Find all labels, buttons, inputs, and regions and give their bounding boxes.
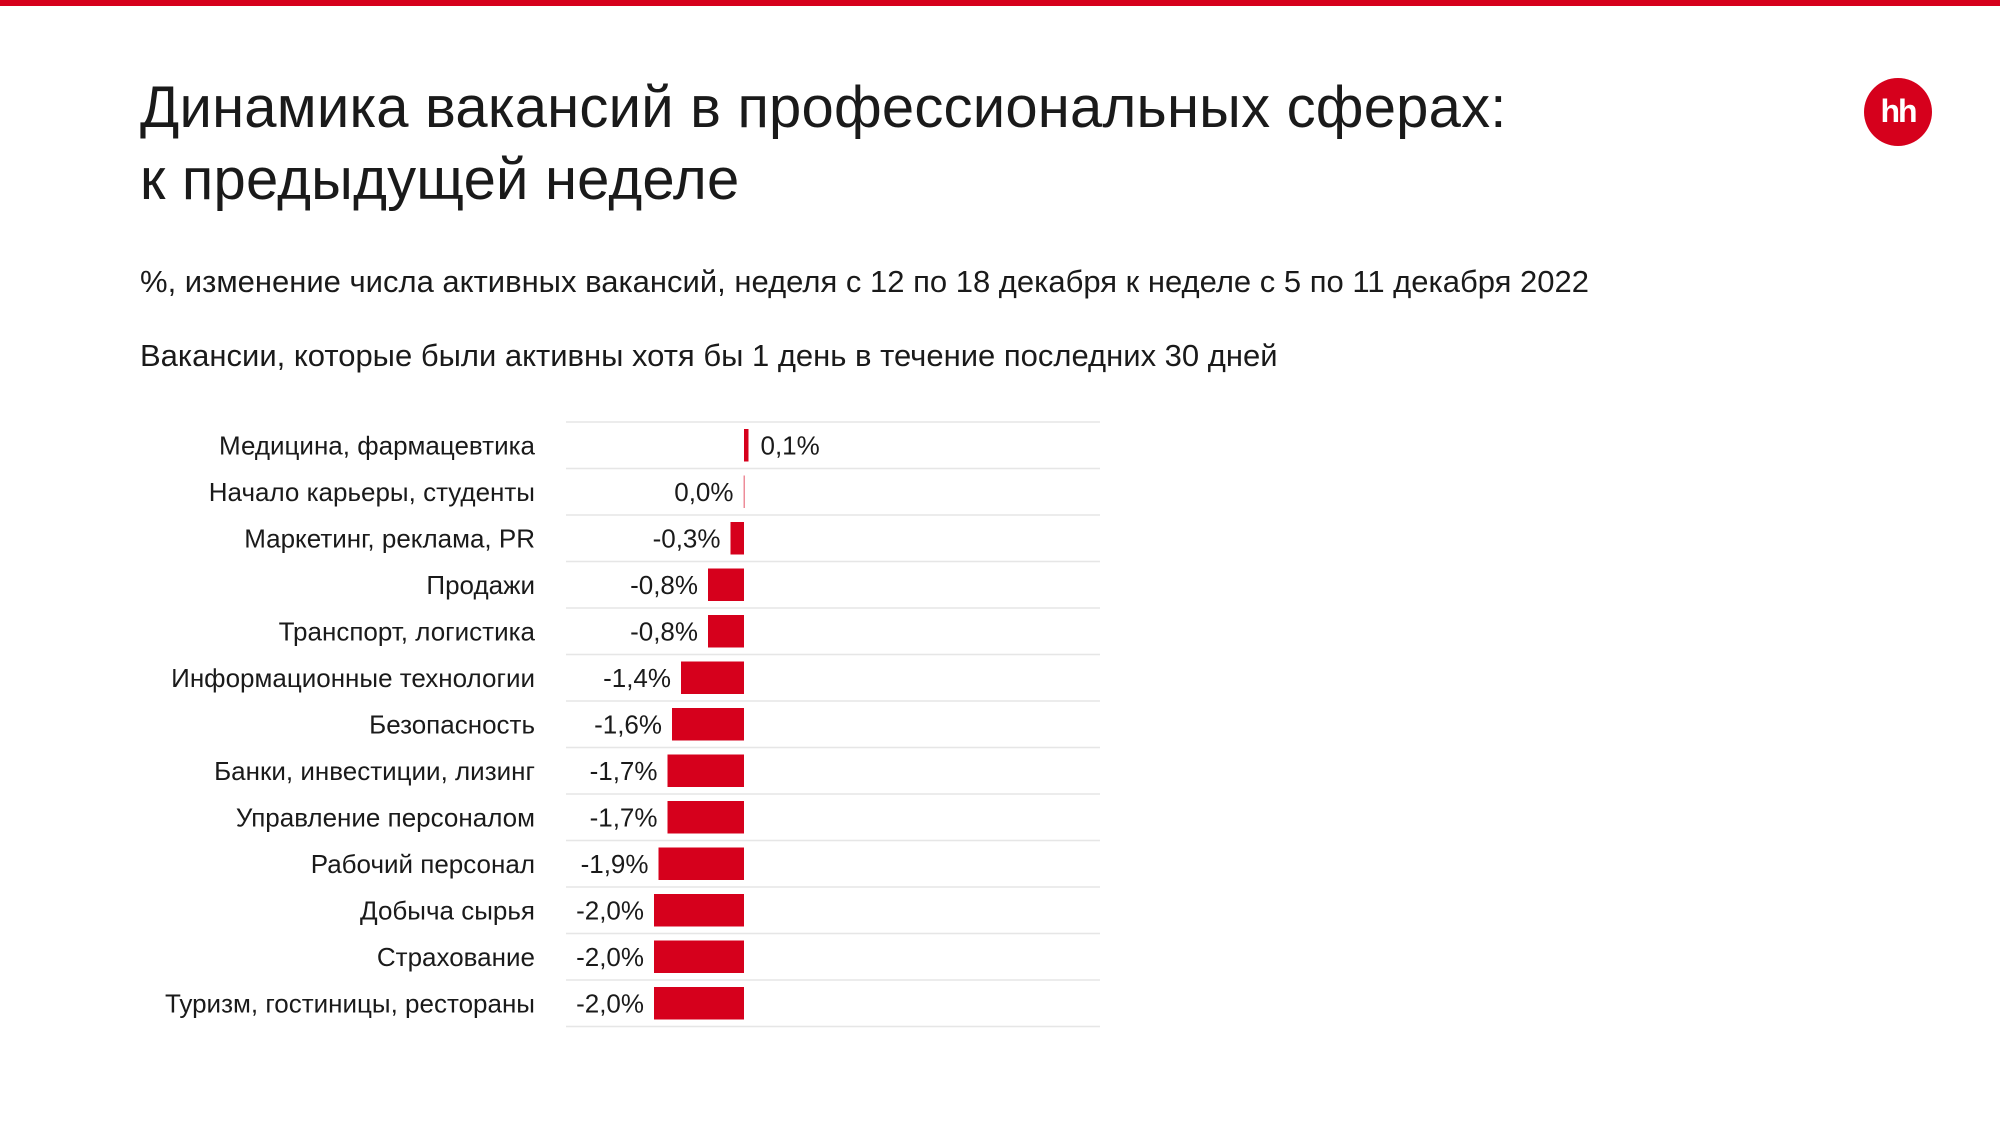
bar: [654, 894, 744, 927]
bar: [654, 940, 744, 973]
top-accent-bar: [0, 0, 2000, 6]
category-label: Маркетинг, реклама, PR: [244, 523, 535, 553]
value-label: -2,0%: [576, 895, 644, 925]
page-title: Динамика вакансий в профессиональных сфе…: [140, 72, 1700, 216]
bar: [667, 754, 744, 787]
value-label: 0,0%: [674, 477, 733, 507]
category-label: Медицина, фармацевтика: [219, 430, 536, 460]
title-line-2: к предыдущей неделе: [140, 147, 740, 212]
category-label: Информационные технологии: [171, 663, 535, 693]
bar: [672, 708, 744, 741]
bar: [667, 801, 744, 834]
chart-subtitle: %, изменение числа активных вакансий, не…: [140, 264, 1589, 299]
value-label: -0,8%: [630, 570, 698, 600]
value-label: -1,4%: [603, 663, 671, 693]
category-label: Начало карьеры, студенты: [209, 477, 535, 507]
value-label: -1,9%: [581, 849, 649, 879]
category-label: Продажи: [426, 570, 535, 600]
value-label: -0,8%: [630, 616, 698, 646]
bar: [708, 615, 744, 648]
value-label: 0,1%: [761, 430, 820, 460]
value-label: -1,7%: [590, 802, 658, 832]
category-label: Транспорт, логистика: [279, 616, 536, 646]
bar: [658, 847, 744, 880]
category-label: Страхование: [377, 942, 535, 972]
category-label: Рабочий персонал: [311, 849, 535, 879]
value-label: -0,3%: [653, 523, 721, 553]
bar: [744, 429, 749, 462]
category-label: Управление персоналом: [236, 802, 535, 832]
title-line-1: Динамика вакансий в профессиональных сфе…: [140, 75, 1507, 140]
value-label: -2,0%: [576, 988, 644, 1018]
category-label: Добыча сырья: [360, 895, 535, 925]
bar: [743, 475, 745, 508]
hh-logo-text: hh: [1880, 92, 1917, 129]
bar: [654, 987, 744, 1020]
value-label: -1,6%: [594, 709, 662, 739]
category-label: Туризм, гостиницы, рестораны: [165, 988, 535, 1018]
hh-logo: hh: [1864, 78, 1932, 146]
category-label: Безопасность: [369, 709, 535, 739]
bar: [681, 661, 744, 694]
bar: [730, 522, 744, 555]
category-label: Банки, инвестиции, лизинг: [214, 756, 535, 786]
value-label: -1,7%: [590, 756, 658, 786]
bar: [708, 568, 744, 601]
value-label: -2,0%: [576, 942, 644, 972]
chart-note: Вакансии, которые были активны хотя бы 1…: [140, 338, 1278, 373]
